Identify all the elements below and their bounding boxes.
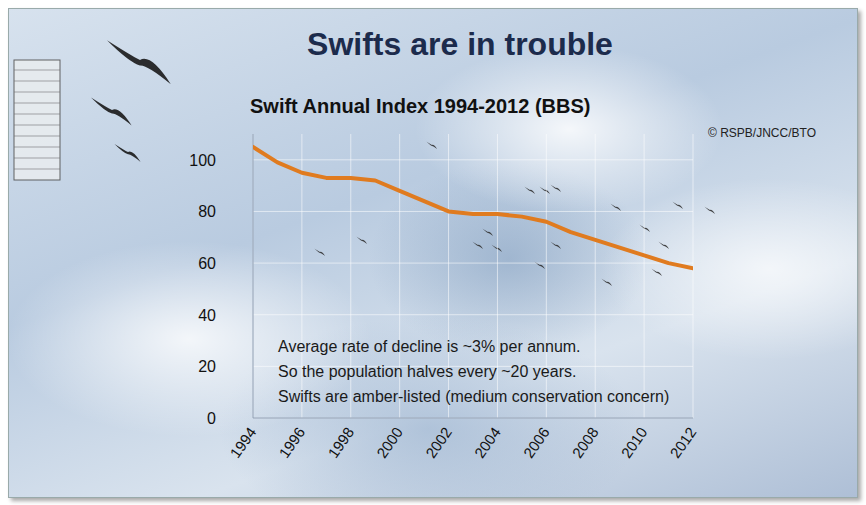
swift-silhouette — [673, 202, 683, 209]
y-tick-label: 20 — [198, 358, 216, 375]
x-tick-label: 1998 — [324, 424, 357, 461]
title: Swifts are in trouble — [307, 26, 613, 62]
x-grid-line — [693, 134, 694, 418]
y-tick-label: 60 — [198, 255, 216, 272]
swift-silhouette — [659, 242, 669, 249]
source: © RSPB/JNCC/BTO — [708, 126, 816, 140]
index-line — [253, 147, 693, 268]
y-grid-line — [253, 263, 693, 264]
tower-brick — [14, 169, 60, 170]
tower — [14, 60, 60, 180]
tower-brick — [14, 125, 60, 126]
swift-silhouette — [525, 187, 535, 194]
swift-silhouette — [551, 185, 561, 192]
y-tick-label: 0 — [207, 410, 216, 427]
y-grid-line — [253, 211, 693, 212]
y-tick-label: 40 — [198, 307, 216, 324]
swift-silhouette — [427, 142, 437, 149]
swift-silhouette — [91, 97, 132, 125]
x-tick-label: 1994 — [226, 424, 259, 461]
swift-silhouette — [315, 249, 325, 256]
y-tick-label: 80 — [198, 203, 216, 220]
swift-silhouette — [107, 40, 171, 84]
tower-brick — [14, 114, 60, 115]
x-tick-label: 2004 — [471, 424, 504, 461]
x-grid-line — [644, 134, 645, 418]
tower-brick — [14, 136, 60, 137]
swift-silhouette — [640, 225, 650, 232]
x-tick-label: 2006 — [520, 424, 553, 461]
subtitle: Swift Annual Index 1994-2012 (BBS) — [250, 95, 590, 117]
tower-brick — [14, 158, 60, 159]
y-tick-label: 100 — [189, 152, 216, 169]
x-tick-label: 1996 — [275, 424, 308, 461]
x-tick-label: 2002 — [422, 424, 455, 461]
chart: Swifts are in trouble Swift Annual Index … — [0, 0, 866, 505]
grid — [253, 134, 693, 418]
plot-marks — [253, 147, 693, 268]
tower-brick — [14, 92, 60, 93]
swift-silhouette — [602, 279, 612, 286]
tower-brick — [14, 81, 60, 82]
swift-silhouette — [115, 144, 141, 162]
tower-brick — [14, 70, 60, 71]
y-axis-line — [253, 134, 254, 418]
x-grid-line — [595, 134, 596, 418]
x-axis-line — [253, 418, 693, 419]
y-grid-line — [253, 314, 693, 315]
x-tick-label: 2010 — [617, 424, 650, 461]
x-tick-label: 2012 — [666, 424, 699, 461]
annotation: Swifts are amber-listed (medium conserva… — [278, 388, 669, 405]
y-grid-line — [253, 418, 693, 419]
annotation: So the population halves every ~20 years… — [278, 363, 576, 380]
swift-silhouette — [492, 245, 502, 252]
x-tick-label: 2000 — [373, 424, 406, 461]
slide-background — [8, 8, 858, 498]
decoration — [14, 40, 715, 286]
tower-brick — [14, 147, 60, 148]
x-tick-label: 2008 — [569, 424, 602, 461]
swift-silhouette — [611, 204, 621, 211]
swift-silhouette — [473, 242, 483, 249]
swift-silhouette — [357, 237, 367, 244]
annotation: Average rate of decline is ~3% per annum… — [278, 338, 581, 355]
swift-silhouette — [652, 269, 662, 276]
swift-silhouette — [540, 187, 550, 194]
swift-silhouette — [483, 229, 493, 236]
x-grid-line — [253, 134, 254, 418]
tower-brick — [14, 103, 60, 104]
swift-silhouette — [705, 207, 715, 214]
swift-silhouette — [551, 242, 561, 249]
y-grid-line — [253, 159, 693, 160]
